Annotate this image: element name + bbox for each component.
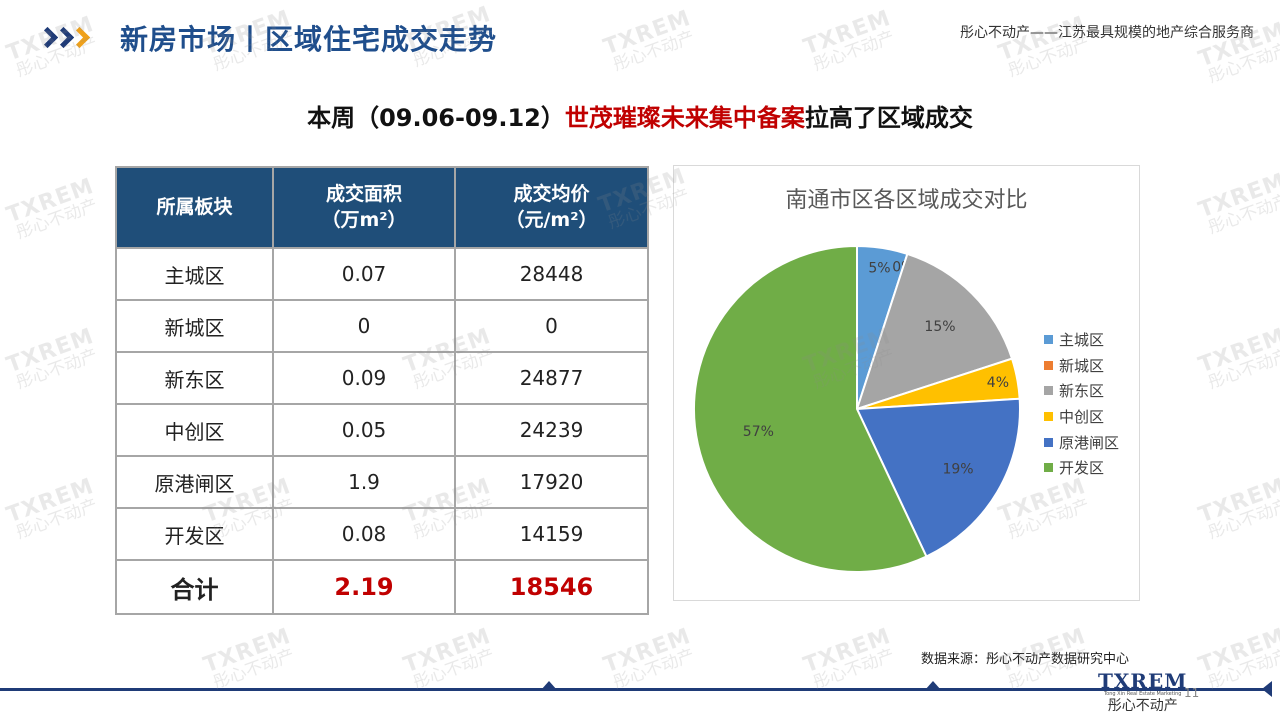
cell-area: 0.05 xyxy=(272,403,456,457)
page-number: 11 xyxy=(1184,686,1200,700)
chart-legend: 主城区新城区新东区中创区原港闸区开发区 xyxy=(1044,327,1119,481)
chart-title: 南通市区各区域成交对比 xyxy=(785,188,1028,213)
legend-swatch xyxy=(1044,412,1053,422)
legend-swatch xyxy=(1044,463,1053,473)
total-label: 合计 xyxy=(115,559,274,615)
logo-text: TXREM xyxy=(1098,669,1188,693)
legend-label: 原港闸区 xyxy=(1059,433,1120,452)
legend-item: 新东区 xyxy=(1044,378,1119,404)
table-total-row: 合计 2.19 18546 xyxy=(115,559,649,615)
pie-slice-5 xyxy=(855,397,1021,558)
pie-chart-svg: 5%0%15%4%19%57% xyxy=(693,244,1021,573)
legend-item: 开发区 xyxy=(1044,455,1119,481)
cell-price: 0 xyxy=(454,299,649,353)
legend-item: 新城区 xyxy=(1044,353,1119,379)
header-label: 所属板块 xyxy=(156,195,233,218)
headline-prefix: 本周（09.06-09.12） xyxy=(307,104,565,132)
legend-label: 主城区 xyxy=(1059,331,1105,350)
legend-swatch xyxy=(1044,335,1053,345)
pie-label-5: 19% xyxy=(942,462,973,478)
total-price: 18546 xyxy=(454,559,649,615)
header-unit: （万m²） xyxy=(321,208,407,231)
pie-label-3: 15% xyxy=(924,319,955,335)
header-chevrons-icon xyxy=(40,23,88,51)
legend-label: 新东区 xyxy=(1059,382,1105,401)
cell-price: 24239 xyxy=(454,403,649,457)
cell-area: 0 xyxy=(272,299,456,353)
headline-suffix: 拉高了区域成交 xyxy=(804,104,973,132)
chevron-right-icon xyxy=(72,23,88,51)
cell-region: 主城区 xyxy=(115,247,274,301)
header-label: 成交均价 xyxy=(513,182,590,205)
company-logo: TXREM Tong Xin Real Estate Marketing 彤心不… xyxy=(1098,671,1187,713)
cell-area: 1.9 xyxy=(272,455,456,509)
data-source-note: 数据来源：彤心不动产数据研究中心 xyxy=(921,652,1130,667)
headline-highlight: 世茂璀璨未来集中备案 xyxy=(564,104,805,132)
table-row: 新城区 0 0 xyxy=(115,299,649,353)
table-row: 主城区 0.07 28448 xyxy=(115,247,649,301)
cell-price: 17920 xyxy=(454,455,649,509)
footer-triangle-icon xyxy=(925,681,941,690)
table-header-row: 所属板块 成交面积 （万m²） 成交均价 （元/m²） xyxy=(115,166,649,249)
header-region: 所属板块 xyxy=(115,166,274,249)
pie-label-6: 57% xyxy=(743,424,774,440)
legend-item: 原港闸区 xyxy=(1044,429,1119,455)
cell-price: 24877 xyxy=(454,351,649,405)
cell-region: 新城区 xyxy=(115,299,274,353)
footer-arrow-icon xyxy=(1262,681,1272,697)
cell-area: 0.08 xyxy=(272,507,456,561)
pie-slice-6 xyxy=(693,244,928,573)
page-title: 新房市场丨区域住宅成交走势 xyxy=(120,23,498,56)
header-unit: （元/m²） xyxy=(505,208,598,231)
header-area: 成交面积 （万m²） xyxy=(272,166,456,249)
footer-triangle-icon xyxy=(541,681,557,690)
cell-region: 原港闸区 xyxy=(115,455,274,509)
legend-item: 中创区 xyxy=(1044,404,1119,430)
legend-swatch xyxy=(1044,437,1053,447)
pie-label-1: 5% xyxy=(868,260,890,276)
pie-label-4: 4% xyxy=(987,375,1009,391)
header-price: 成交均价 （元/m²） xyxy=(454,166,649,249)
footer-rule xyxy=(0,688,1270,691)
headline: 本周（09.06-09.12）世茂璀璨未来集中备案拉高了区域成交 xyxy=(0,98,1280,133)
cell-area: 0.09 xyxy=(272,351,456,405)
pie-chart: 南通市区各区域成交对比 5%0%15%4%19%57% 主城区新城区新东区中创区… xyxy=(673,165,1140,601)
header-label: 成交面积 xyxy=(325,182,402,205)
legend-label: 新城区 xyxy=(1059,356,1105,375)
transaction-table: 所属板块 成交面积 （万m²） 成交均价 （元/m²） 主城区 0.07 284… xyxy=(115,166,649,615)
cell-area: 0.07 xyxy=(272,247,456,301)
cell-region: 开发区 xyxy=(115,507,274,561)
legend-label: 中创区 xyxy=(1059,408,1105,427)
legend-label: 开发区 xyxy=(1059,459,1105,478)
table-row: 开发区 0.08 14159 xyxy=(115,507,649,561)
logo-subtitle: Tong Xin Real Estate Marketing xyxy=(1103,691,1182,697)
table-row: 原港闸区 1.9 17920 xyxy=(115,455,649,509)
legend-swatch xyxy=(1044,386,1053,396)
table-row: 新东区 0.09 24877 xyxy=(115,351,649,405)
cell-price: 28448 xyxy=(454,247,649,301)
header-slogan: 彤心不动产——江苏最具规模的地产综合服务商 xyxy=(960,25,1254,41)
legend-item: 主城区 xyxy=(1044,327,1119,353)
cell-region: 中创区 xyxy=(115,403,274,457)
legend-swatch xyxy=(1044,360,1053,370)
cell-price: 14159 xyxy=(454,507,649,561)
logo-wordmark: TXREM xyxy=(1098,671,1187,691)
cell-region: 新东区 xyxy=(115,351,274,405)
table-row: 中创区 0.05 24239 xyxy=(115,403,649,457)
logo-cn: 彤心不动产 xyxy=(1107,698,1178,714)
total-area: 2.19 xyxy=(272,559,456,615)
